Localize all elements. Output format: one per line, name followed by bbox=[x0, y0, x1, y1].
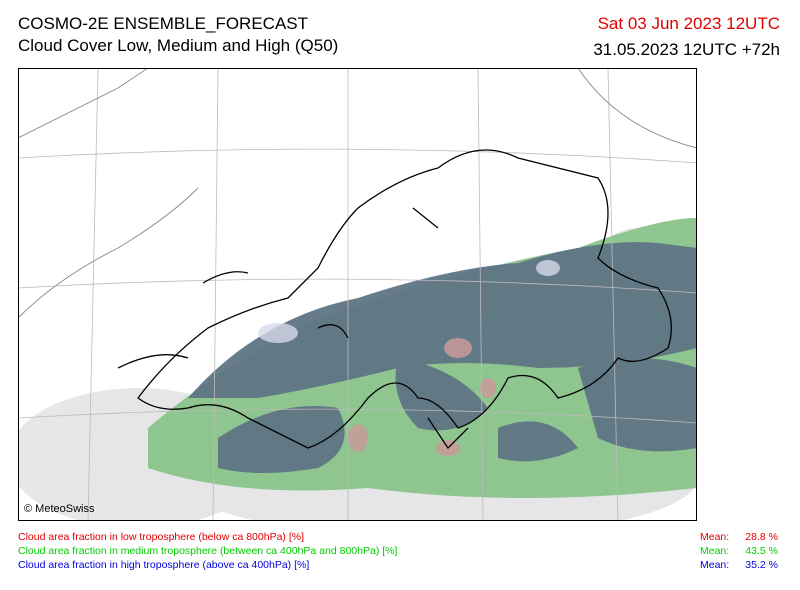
credit: © MeteoSwiss bbox=[24, 503, 95, 515]
mean-value: 35.2 % bbox=[745, 559, 778, 571]
legend-text: Cloud area fraction in low troposphere (… bbox=[18, 531, 304, 543]
mean-label: Mean: bbox=[700, 559, 730, 571]
mean-label: Mean: bbox=[700, 531, 730, 543]
run-time: 31.05.2023 12UTC +72h bbox=[593, 40, 780, 59]
subtitle: Cloud Cover Low, Medium and High (Q50) bbox=[18, 36, 339, 55]
legend-text: Cloud area fraction in medium tropospher… bbox=[18, 545, 398, 557]
mean-value: 43.5 % bbox=[745, 545, 778, 557]
title: COSMO-2E ENSEMBLE_FORECAST bbox=[18, 14, 309, 33]
mean-value: 28.8 % bbox=[745, 531, 778, 543]
mean-label: Mean: bbox=[700, 545, 730, 557]
map: © MeteoSwiss bbox=[18, 68, 697, 521]
valid-time: Sat 03 Jun 2023 12UTC bbox=[597, 14, 780, 33]
legend-text: Cloud area fraction in high troposphere … bbox=[18, 559, 310, 571]
